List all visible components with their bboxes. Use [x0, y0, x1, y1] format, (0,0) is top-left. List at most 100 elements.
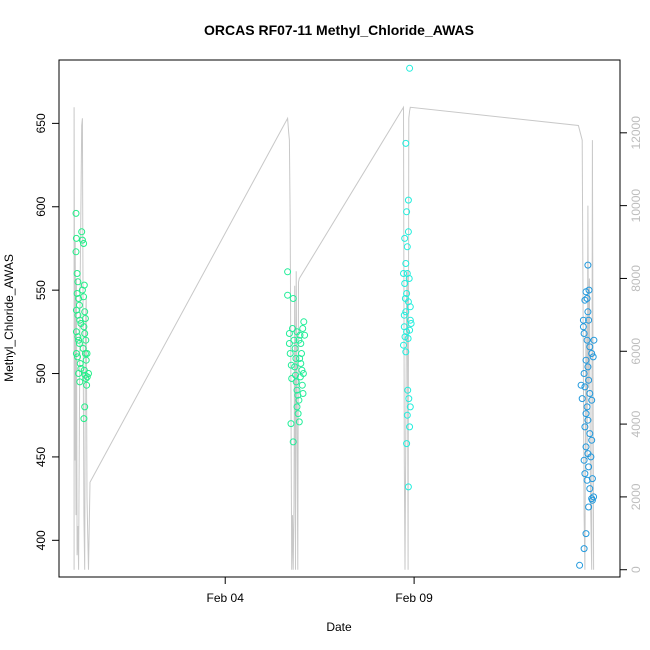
- data-point: [293, 328, 301, 336]
- data-point: [580, 370, 588, 377]
- data-point: [72, 350, 80, 357]
- data-point: [80, 281, 88, 289]
- data-point: [404, 196, 412, 204]
- data-point: [80, 323, 88, 331]
- data-point: [75, 301, 83, 309]
- data-point: [83, 350, 91, 357]
- data-point: [400, 311, 408, 319]
- data-point: [584, 261, 592, 269]
- data-point: [287, 361, 295, 369]
- data-point: [577, 381, 585, 389]
- data-point: [583, 403, 591, 411]
- series-rf07: [72, 209, 92, 423]
- data-point: [298, 381, 306, 389]
- data-point: [72, 209, 80, 217]
- data-point: [404, 228, 412, 236]
- data-point: [406, 326, 414, 334]
- y-axis-left: 400 450 500 550 600 650: [34, 113, 59, 550]
- y2-tick-label: 8000: [629, 265, 643, 292]
- y-axis-label: Methyl_Chloride_AWAS: [2, 254, 16, 382]
- data-point: [586, 343, 594, 351]
- data-point: [406, 403, 414, 411]
- data-point: [579, 323, 587, 331]
- data-point: [404, 483, 412, 491]
- data-point: [581, 296, 589, 304]
- data-point: [285, 330, 293, 337]
- data-point: [401, 295, 409, 302]
- y-tick-label: 600: [34, 196, 48, 216]
- data-points-layer: [72, 64, 598, 569]
- data-point: [585, 286, 593, 294]
- data-point: [406, 316, 414, 324]
- data-point: [586, 430, 594, 438]
- x-axis-label: Date: [326, 620, 352, 634]
- data-point: [581, 423, 589, 431]
- data-point: [80, 366, 88, 374]
- data-point: [81, 315, 89, 322]
- data-point: [76, 360, 84, 367]
- data-point: [290, 336, 298, 344]
- data-point: [82, 356, 90, 364]
- data-point: [403, 411, 411, 419]
- data-point: [289, 325, 296, 332]
- data-point: [299, 390, 307, 397]
- data-point: [80, 293, 88, 301]
- data-point: [72, 328, 80, 336]
- data-point: [406, 303, 414, 311]
- data-point: [580, 545, 588, 553]
- data-point: [578, 395, 586, 403]
- data-point: [83, 381, 91, 389]
- data-point: [75, 340, 83, 347]
- y2-tick-label: 12000: [629, 116, 643, 150]
- data-point: [588, 436, 596, 444]
- data-point: [300, 318, 308, 326]
- altitude-trace-layer: [73, 105, 595, 570]
- data-point: [301, 331, 309, 339]
- y-tick-label: 650: [34, 113, 48, 133]
- data-point: [82, 336, 90, 344]
- y2-tick-label: 10000: [629, 189, 643, 223]
- data-point: [78, 236, 86, 244]
- data-point: [401, 234, 409, 242]
- data-point: [406, 423, 414, 431]
- data-point: [299, 325, 307, 332]
- data-point: [405, 395, 413, 403]
- altitude-line: [73, 105, 595, 570]
- data-point: [588, 396, 596, 404]
- data-point: [291, 363, 299, 371]
- data-point: [295, 418, 303, 426]
- data-point: [81, 308, 89, 316]
- data-point: [589, 353, 597, 361]
- data-point: [296, 355, 304, 362]
- data-point: [81, 371, 89, 379]
- y2-tick-label: 2000: [629, 483, 643, 510]
- x-tick-label: Feb 09: [395, 591, 433, 605]
- y2-tick-label: 6000: [629, 338, 643, 365]
- y-tick-label: 450: [34, 447, 48, 467]
- y-axis-right: 0 2000 4000 6000 8000 10000 12000: [620, 116, 643, 573]
- data-point: [76, 378, 84, 386]
- data-point: [285, 340, 293, 347]
- data-point: [294, 410, 302, 418]
- data-point: [586, 390, 594, 397]
- data-point: [402, 348, 410, 356]
- data-point: [404, 386, 412, 394]
- chart-title: ORCAS RF07-11 Methyl_Chloride_AWAS: [204, 22, 474, 38]
- data-point: [585, 376, 593, 384]
- y-tick-label: 550: [34, 280, 48, 300]
- data-point: [401, 333, 409, 341]
- data-point: [78, 228, 86, 236]
- data-point: [289, 438, 297, 446]
- data-point: [582, 356, 590, 364]
- series-rf08: [284, 268, 309, 446]
- data-point: [403, 243, 411, 251]
- data-point: [292, 371, 299, 379]
- data-point: [293, 386, 301, 394]
- series-rf10: [576, 261, 598, 569]
- data-point: [72, 306, 80, 314]
- data-point: [405, 275, 413, 282]
- data-point: [75, 295, 83, 302]
- data-point: [286, 350, 294, 357]
- data-point: [588, 496, 596, 504]
